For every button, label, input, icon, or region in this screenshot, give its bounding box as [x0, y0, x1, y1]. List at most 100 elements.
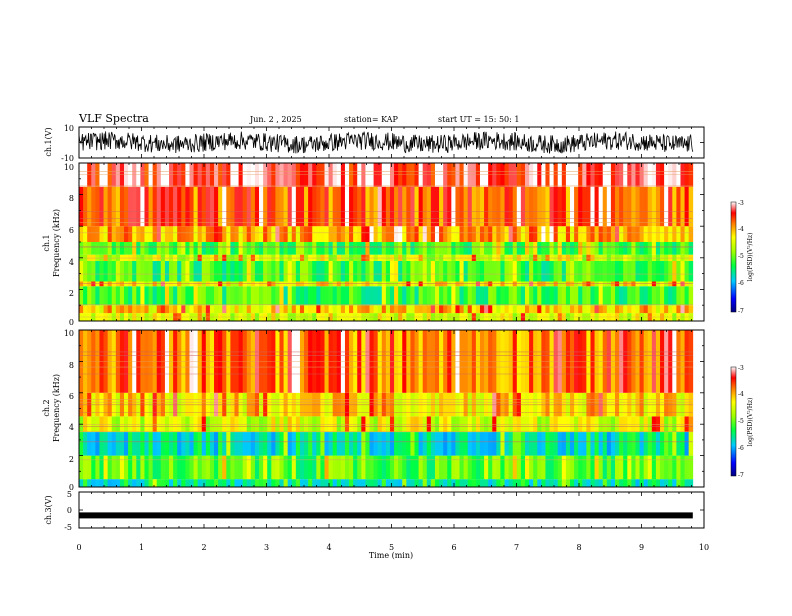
ch2-spectrogram-cell [533, 479, 538, 487]
ch1-spectrogram-cell [263, 305, 268, 314]
ch2-spectrogram-cell [377, 416, 383, 433]
ch2-cb-tick-m6: -6 [738, 445, 744, 452]
ch1-ytick-8: 8 [69, 194, 74, 203]
ch2-spectrogram-cell [594, 416, 600, 433]
ch2-spectrogram-cell [173, 455, 178, 480]
ch1-spectrogram-cell [615, 281, 620, 287]
ch2-spectrogram-cell [627, 479, 632, 487]
ch1-spectrogram-cell [263, 242, 268, 255]
ch1-spectrogram-cell [205, 286, 211, 306]
ch1-spectrogram-cell [189, 281, 194, 287]
ch2-spectrogram-cell [647, 455, 653, 480]
ch1-spectrogram-cell [541, 254, 546, 261]
ch1-spectrogram-cell [484, 163, 489, 187]
ch1-spectrogram-cell [197, 281, 203, 287]
ch1-spectrogram-cell [647, 186, 653, 227]
ch1-spectrogram-cell [173, 305, 178, 314]
ch1-spectrogram-cell [365, 186, 370, 227]
ch1-spectrogram-cell [586, 242, 591, 255]
ch1-spectrogram-cell [340, 242, 346, 255]
ch1-spectrogram-cell [672, 281, 677, 287]
ch2-spectrogram-cell [369, 432, 374, 456]
ch1-spectrogram-cell [389, 281, 395, 287]
ch1-spectrogram-cell [394, 186, 399, 227]
ch1-spectrogram-cell [99, 226, 104, 242]
ch1-spectrogram-cell [676, 226, 681, 242]
ch2-spectrogram-cell [263, 416, 268, 433]
ch1-spectrogram-cell [594, 254, 600, 261]
ch1-spectrogram-cell [304, 186, 309, 227]
ch1-spectrogram-cell [287, 242, 293, 255]
ch1-spectrogram-cell [582, 260, 587, 282]
ch2-spectrogram-cell [439, 455, 444, 480]
ch2-spectrogram-cell [668, 432, 673, 456]
ch1-spectrogram-cell [148, 163, 154, 187]
ch1-spectrogram-cell [406, 281, 411, 287]
ch1-spectrogram-cell [520, 242, 526, 255]
ch1-spectrogram-cell [549, 254, 555, 261]
ch1-spectrogram-cell [209, 186, 215, 227]
ch1-spectrogram-cell [439, 254, 444, 261]
ch1-spectrogram-cell [164, 242, 170, 255]
ch1-spectrogram-cell [287, 305, 293, 314]
ch2-spectrogram-cell [349, 432, 354, 456]
ch1-spectrogram-cell [259, 163, 264, 187]
ch1-spectrogram-cell [291, 260, 297, 282]
ch1-spectrogram-cell [263, 254, 268, 261]
ch1-spectrogram-cell [434, 163, 440, 187]
ch1-spectrogram-cell [344, 286, 350, 306]
ch1-spectrogram-cell [271, 286, 276, 306]
ch1-spectrogram-cell [447, 281, 452, 287]
ch1-spectrogram-cell [246, 226, 252, 242]
ch1-spectrogram-cell [434, 281, 440, 287]
ch2-spectrogram-cell [610, 455, 616, 480]
ch1-spectrogram-cell [169, 286, 174, 306]
ch1-spectrogram-cell [91, 186, 96, 227]
ch1-spectrogram-cell [520, 254, 526, 261]
ch1-spectrogram-cell [471, 281, 477, 287]
ch1-spectrogram-cell [500, 163, 505, 187]
ch1-spectrogram-cell [332, 260, 338, 282]
ch1-spectrogram-cell [340, 226, 346, 242]
ch2-spectrogram-cell [570, 432, 575, 456]
ch1-spectrogram-cell [561, 281, 567, 287]
ch1-spectrogram-cell [676, 260, 681, 282]
ch1-spectrogram-cell [529, 254, 534, 261]
ch2-spectrogram-cell [181, 479, 186, 487]
ch1-spectrogram-cell [606, 305, 612, 314]
ch1-spectrogram-cell [459, 260, 465, 282]
ch2-spectrogram-cell [218, 455, 223, 480]
ch2-spectrogram-cell [484, 479, 489, 487]
ch1-spectrogram-cell [275, 163, 280, 187]
ch1-spectrogram-cell [651, 226, 657, 242]
ch1-spectrogram-cell [664, 281, 669, 287]
ch2-ytick-2: 2 [69, 455, 74, 464]
ch1-spectrogram-cell [455, 260, 460, 282]
ch1-spectrogram-cell [185, 286, 190, 306]
ch1-spectrogram-cell [295, 226, 301, 242]
ch1-spectrogram-cell [422, 286, 428, 306]
ch1-spectrogram-cell [344, 226, 350, 242]
ch2-spectrogram-cell [471, 479, 477, 487]
ch1-spectrogram-cell [230, 186, 235, 227]
ch1-spectrogram-cell [336, 254, 342, 261]
ch1-spectrogram-cell [488, 254, 493, 261]
ch2-spectrogram-cell [218, 432, 223, 456]
ch1-spectrogram-cell [406, 186, 411, 227]
ch1-ytick-bottom: -10 [61, 154, 74, 163]
ch2-spectrogram-cell [136, 416, 141, 433]
ch2-spectrogram-cell [594, 455, 600, 480]
ch1-spectrogram-cell [193, 186, 199, 227]
ch2-spectrogram-cell [111, 432, 117, 456]
ch1-spectrogram-cell [189, 260, 194, 282]
ch1-spectrogram-cell [377, 260, 383, 282]
ch2-spectrogram-cell [177, 432, 182, 456]
ch2-spectrogram-cell [132, 455, 137, 480]
ch1-spectrogram-cell [447, 286, 452, 306]
ch1-spectrogram-cell [304, 163, 309, 187]
ch1-spectrogram-cell [271, 260, 276, 282]
x-tick-5: 5 [389, 543, 394, 552]
ch1-spectrogram-cell [152, 186, 158, 227]
ch1-spectrogram-cell [275, 254, 280, 261]
ch1-spectrogram-cell [475, 281, 481, 287]
